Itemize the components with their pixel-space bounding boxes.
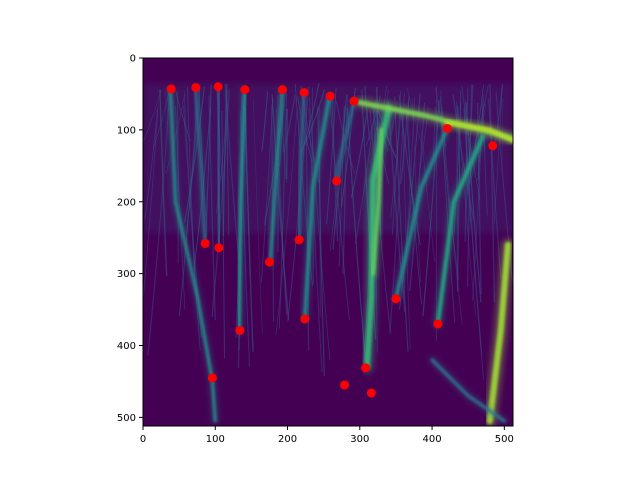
heatmap-fibre	[466, 84, 473, 287]
heatmap-fibre	[147, 98, 170, 356]
data-point	[442, 123, 452, 133]
data-point	[300, 314, 310, 324]
heatmap-fibre	[422, 100, 440, 317]
data-point	[240, 85, 250, 95]
data-point	[391, 294, 401, 304]
heatmap-fibre	[253, 98, 263, 334]
data-point	[166, 84, 176, 94]
heatmap-fibre	[221, 111, 225, 358]
heatmap-fibre	[405, 104, 422, 305]
axes-frame	[142, 57, 514, 427]
heatmap-root	[237, 88, 247, 333]
heatmap-fibre	[394, 96, 409, 352]
heatmap-fibre	[406, 87, 427, 160]
heatmap-root	[486, 241, 511, 424]
heatmap-root	[194, 86, 207, 247]
heatmap-fibre	[329, 99, 350, 320]
x-tick-label: 500	[495, 434, 514, 445]
heatmap-root	[435, 135, 485, 326]
data-point	[349, 96, 359, 106]
data-point	[277, 85, 287, 95]
heatmap-root	[370, 127, 384, 276]
heatmap-fibre	[326, 87, 337, 225]
heatmap-fibre	[261, 91, 269, 152]
data-point	[325, 91, 335, 101]
heatmap-root	[303, 95, 332, 321]
x-tick-label: 300	[350, 434, 369, 445]
data-point	[488, 141, 498, 151]
y-tick-label: 0	[130, 54, 136, 65]
data-point	[361, 363, 371, 373]
data-point	[200, 238, 210, 248]
data-point	[340, 380, 350, 390]
x-axis: 0 100 200 300 400 500	[140, 426, 514, 445]
data-point	[366, 388, 376, 398]
scatter-points	[166, 82, 498, 398]
heatmap-fibre	[308, 107, 323, 373]
heatmap-fibre	[143, 107, 159, 305]
data-point	[191, 82, 201, 92]
data-point	[213, 82, 223, 92]
heatmap-fibre	[364, 85, 371, 140]
data-point	[294, 235, 304, 245]
heatmap-root	[168, 88, 217, 423]
data-point	[214, 243, 224, 253]
heatmap-fibre	[144, 109, 158, 220]
heatmap-fibre	[184, 86, 205, 223]
heatmap-fibre	[489, 83, 496, 303]
heatmap-fibre	[309, 97, 331, 361]
heatmap-fibre	[465, 84, 474, 212]
heatmap-fibre	[282, 95, 296, 153]
heatmap-fibre	[159, 89, 168, 276]
heatmap-fibre	[402, 111, 411, 349]
heatmap-fibre	[495, 91, 513, 292]
y-tick-label: 100	[117, 125, 136, 136]
heatmap-image	[143, 83, 513, 426]
heatmap-fibre	[488, 98, 502, 278]
y-tick-label: 400	[117, 341, 136, 352]
heatmap-fibre	[331, 98, 339, 242]
heatmap-fibre	[271, 94, 290, 321]
heatmap-root	[394, 126, 449, 301]
heatmap-fibre	[178, 100, 198, 317]
heatmap-fibre	[222, 90, 227, 236]
heatmap-fibre	[452, 94, 475, 221]
heatmap-fibre	[412, 97, 421, 283]
data-point	[235, 325, 245, 335]
y-tick-label: 200	[117, 197, 136, 208]
heatmap-fibre	[350, 110, 368, 198]
x-tick-label: 200	[278, 434, 297, 445]
heatmap-fibre	[440, 90, 451, 220]
heatmap-fibre	[208, 94, 216, 320]
y-tick-label: 300	[117, 269, 136, 280]
heatmap-fibre	[165, 94, 185, 174]
data-point	[433, 319, 443, 329]
heatmap-root	[216, 86, 221, 250]
x-tick-label: 100	[206, 434, 225, 445]
heatmap-fibre	[275, 109, 298, 336]
y-tick-label: 500	[117, 413, 136, 424]
data-point	[332, 176, 342, 186]
y-axis: 0 100 200 300 400 500	[117, 54, 143, 424]
heatmap-fibre	[278, 92, 287, 329]
data-point	[207, 373, 217, 383]
x-tick-label: 0	[140, 434, 146, 445]
heatmap-fibre	[463, 107, 484, 380]
x-tick-label: 400	[423, 434, 442, 445]
heatmap-fibre	[260, 98, 274, 283]
heatmap-root	[335, 99, 356, 183]
heatmap-root	[444, 120, 513, 143]
heatmap-fibre	[342, 94, 348, 275]
heatmap-root	[297, 91, 306, 242]
data-point	[299, 88, 309, 97]
heatmap-root	[430, 358, 506, 423]
data-point	[264, 257, 274, 267]
heatmap-root	[268, 88, 284, 265]
